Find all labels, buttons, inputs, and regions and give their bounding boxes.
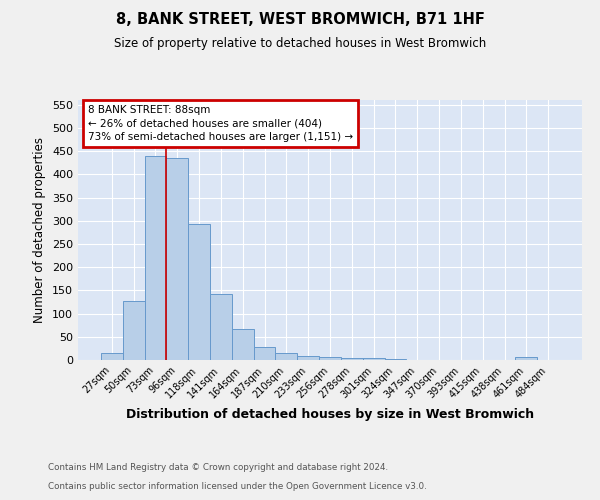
Bar	[101, 353, 123, 360]
Bar	[123, 300, 145, 360]
Y-axis label: Number of detached properties: Number of detached properties	[34, 137, 46, 323]
Bar	[385, 359, 406, 360]
Text: 8, BANK STREET, WEST BROMWICH, B71 1HF: 8, BANK STREET, WEST BROMWICH, B71 1HF	[116, 12, 484, 28]
Bar	[254, 346, 275, 360]
Text: Contains HM Land Registry data © Crown copyright and database right 2024.: Contains HM Land Registry data © Crown c…	[48, 464, 388, 472]
Bar	[145, 156, 166, 360]
Bar	[275, 352, 297, 360]
Text: Size of property relative to detached houses in West Bromwich: Size of property relative to detached ho…	[114, 38, 486, 51]
Bar	[232, 330, 254, 360]
Text: Contains public sector information licensed under the Open Government Licence v3: Contains public sector information licen…	[48, 482, 427, 491]
Bar	[341, 358, 363, 360]
Bar	[188, 224, 210, 360]
Bar	[363, 358, 385, 360]
X-axis label: Distribution of detached houses by size in West Bromwich: Distribution of detached houses by size …	[126, 408, 534, 421]
Bar	[319, 357, 341, 360]
Bar	[166, 158, 188, 360]
Text: 8 BANK STREET: 88sqm
← 26% of detached houses are smaller (404)
73% of semi-deta: 8 BANK STREET: 88sqm ← 26% of detached h…	[88, 105, 353, 142]
Bar	[515, 357, 537, 360]
Bar	[210, 294, 232, 360]
Bar	[297, 356, 319, 360]
